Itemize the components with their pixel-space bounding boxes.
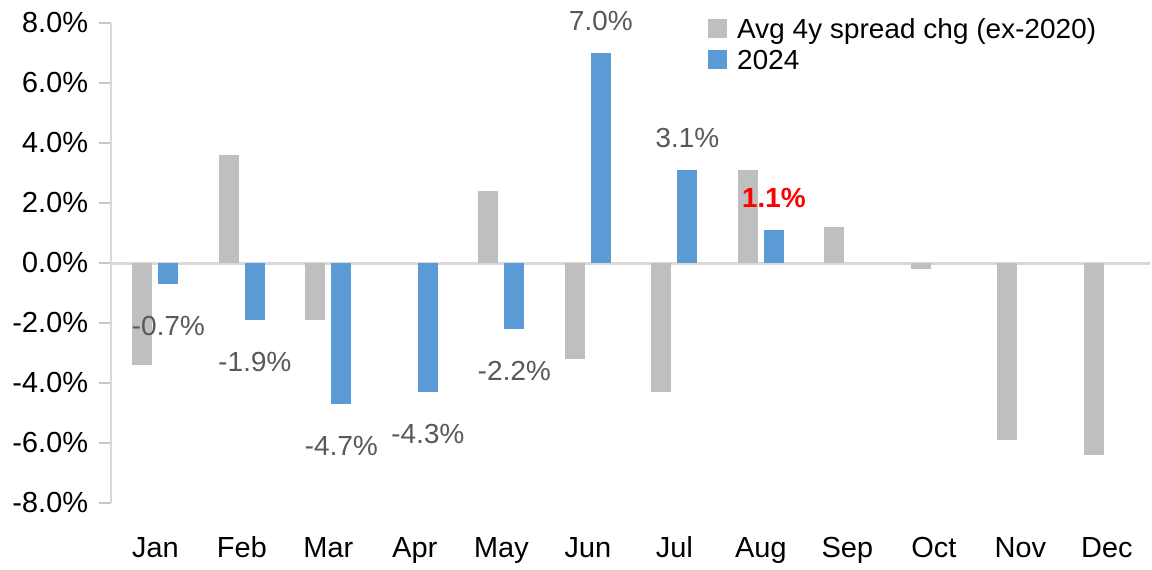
x-tick-label-may: May (473, 532, 529, 564)
y-tick-label: 2.0% (21, 187, 88, 219)
y-tick-label: -6.0% (12, 427, 88, 459)
x-tick-label-oct: Oct (911, 532, 957, 564)
bar-avg-nov (997, 263, 1018, 440)
legend-swatch-2024-icon (708, 50, 727, 69)
bar-2024-jul (677, 170, 698, 263)
legend-item-2024: 2024 (708, 44, 1096, 75)
x-tick-label-jan: Jan (131, 532, 179, 564)
bar-avg-mar (305, 263, 326, 320)
y-tick-mark (99, 322, 111, 324)
bar-avg-dec (1083, 263, 1104, 455)
legend-label-2024: 2024 (737, 43, 800, 75)
y-tick-mark (99, 142, 111, 144)
y-tick-mark (99, 22, 111, 24)
zero-gridline (110, 261, 1150, 265)
bar-2024-aug (763, 230, 784, 263)
x-tick-label-jul: Jul (655, 532, 693, 564)
y-tick-mark (99, 382, 111, 384)
bar-2024-jan (158, 263, 179, 284)
y-tick-label: 8.0% (21, 7, 88, 39)
bar-avg-may (478, 191, 499, 263)
legend: Avg 4y spread chg (ex-2020) 2024 (708, 13, 1096, 75)
y-tick-label: -4.0% (12, 367, 88, 399)
data-label-jun: 7.0% (568, 5, 633, 36)
y-tick-label: 4.0% (21, 127, 88, 159)
x-tick-label-apr: Apr (392, 532, 438, 564)
legend-label-avg: Avg 4y spread chg (ex-2020) (737, 12, 1097, 44)
bar-2024-apr (417, 263, 438, 392)
data-label-may: -2.2% (477, 355, 551, 386)
bar-avg-oct (910, 263, 931, 269)
data-label-aug: 1.1% (741, 182, 806, 213)
bar-avg-jul (651, 263, 672, 392)
bar-avg-sep (824, 227, 845, 263)
data-label-apr: -4.3% (391, 418, 465, 449)
legend-item-avg: Avg 4y spread chg (ex-2020) (708, 13, 1096, 44)
x-tick-label-aug: Aug (734, 532, 787, 564)
bar-2024-jun (590, 53, 611, 263)
x-tick-label-dec: Dec (1080, 532, 1133, 564)
y-tick-mark (99, 202, 111, 204)
bar-avg-jan (132, 263, 153, 365)
data-label-jan: -0.7% (131, 310, 205, 341)
y-tick-label: 0.0% (21, 247, 88, 279)
y-tick-mark (99, 442, 111, 444)
data-label-jul: 3.1% (655, 122, 720, 153)
y-tick-label: 6.0% (21, 67, 88, 99)
bar-avg-feb (218, 155, 239, 263)
bar-2024-mar (331, 263, 352, 404)
bar-avg-aug (737, 170, 758, 263)
y-tick-mark (99, 262, 111, 264)
y-tick-label: -2.0% (12, 307, 88, 339)
legend-swatch-avg-icon (708, 19, 727, 38)
data-label-feb: -1.9% (218, 346, 292, 377)
x-tick-label-feb: Feb (216, 532, 267, 564)
x-tick-label-nov: Nov (994, 532, 1047, 564)
bar-2024-feb (244, 263, 265, 320)
y-tick-label: -8.0% (12, 487, 88, 519)
y-tick-mark (99, 82, 111, 84)
bar-2024-may (504, 263, 525, 329)
y-tick-mark (99, 502, 111, 504)
bar-avg-jun (564, 263, 585, 359)
data-label-mar: -4.7% (304, 430, 378, 461)
x-tick-label-mar: Mar (303, 532, 354, 564)
x-tick-label-jun: Jun (564, 532, 612, 564)
x-tick-label-sep: Sep (821, 532, 874, 564)
